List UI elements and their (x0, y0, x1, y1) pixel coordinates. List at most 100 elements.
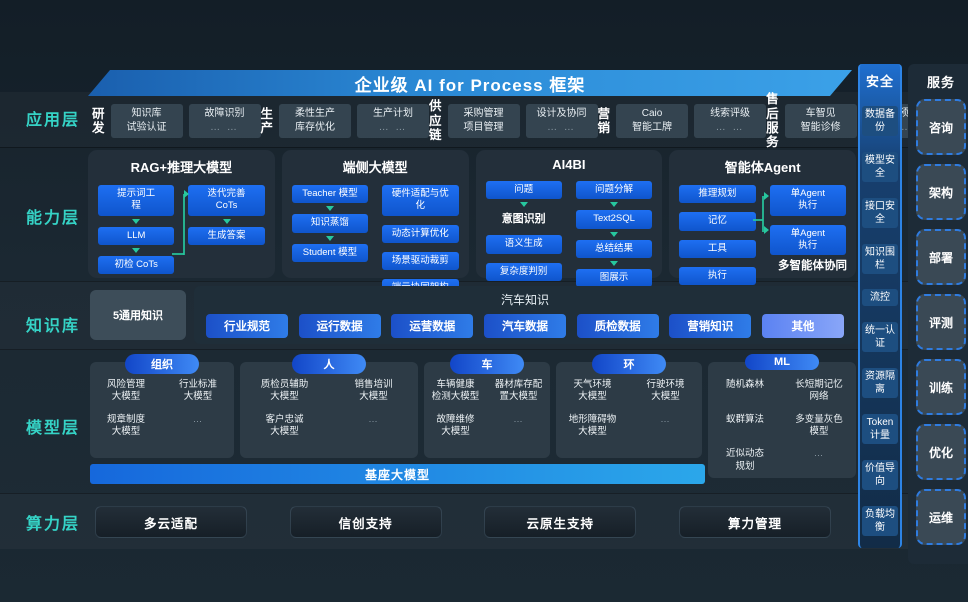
model-cells: 质检员辅助 大模型 销售培训 大模型 客户忠诚 大模型… (240, 374, 418, 443)
text-line: 行驶环境 (646, 379, 685, 390)
model-cell: 长短期记忆 网络 (782, 374, 856, 409)
security-item: 价值导向 (862, 460, 898, 491)
text-line: 服务 (766, 121, 779, 150)
flow-box: 提示词工程 (98, 185, 175, 216)
capability-panel-2: AI4BI 问题意图识别语义生成复杂度判别 问题分解 Text2SQL 总结结果 图展示 (475, 150, 663, 288)
flow-box: 记忆 (679, 212, 756, 231)
text-line: 随机森林 (725, 379, 764, 390)
text-line: 程 (131, 200, 141, 212)
model-cell: 蚁群算法 (708, 409, 782, 444)
text-line: 大模型 (441, 426, 470, 438)
app-feature-box: 采购管理 项目管理 (447, 104, 520, 138)
connector-line (762, 196, 765, 232)
flow-box: 复杂度判别 (485, 262, 562, 282)
text-line: 天气环境 (573, 379, 612, 390)
security-item: 知识围栏 (862, 243, 898, 274)
layer-label-knowledge: 知识库 (26, 318, 81, 335)
text-line: 智能诊修 (800, 122, 841, 133)
flow-box: 推理规划 (679, 185, 756, 204)
text-line: 化 (415, 200, 426, 212)
text-line: 硬件适配与优 (391, 188, 449, 199)
text-line: 执行 (707, 270, 727, 282)
down-arrow-icon (132, 218, 141, 224)
app-group-3: 营销 Caio 智能工牌 线索评级 … … (598, 104, 767, 138)
panel-column-right: 问题分解 Text2SQL 总结结果 图展示 (575, 179, 653, 289)
down-arrow-icon (325, 235, 334, 241)
capability-panel-title: AI4BI (552, 157, 586, 172)
text-line: Teacher 模型 (302, 188, 358, 199)
text-line: 长短期记忆 (795, 379, 843, 390)
knowledge-pill: 运营数据 (391, 314, 474, 338)
model-cells: 车辆健康 检测大模型 器材库存配 置大模型 故障维修 大模型… (424, 374, 550, 443)
model-cell: 随机森林 (708, 374, 782, 409)
flow-box: 语义生成 (485, 235, 562, 254)
model-layer-row: 组织 风险管理 大模型 行业标准 大模型 规章制度 大模型… 人质检员辅助 大模型 销售培训 大模型… (90, 354, 856, 478)
text-line: 置大模型 (499, 391, 538, 403)
model-cell: 规章制度 大模型 (90, 409, 162, 444)
model-cells: 随机森林 长短期记忆 网络 蚁群算法 多变量灰色 模型 近似动态 规划… (708, 374, 856, 478)
right-arrow-icon (184, 190, 189, 198)
flow-box: 问题分解 (575, 181, 653, 200)
text-line: … … (210, 122, 239, 133)
model-cells: 风险管理 大模型 行业标准 大模型 规章制度 大模型… (90, 374, 234, 443)
security-item: 模型安全 (862, 151, 898, 182)
compute-box: 信创支持 (289, 506, 442, 538)
text-line: 网络 (809, 391, 829, 403)
text-line: 研发 (92, 106, 105, 135)
compute-box: 多云适配 (95, 506, 247, 538)
service-item: 优化 (916, 424, 966, 480)
app-group-label: 生产 (261, 107, 274, 136)
text-line: 大模型 (651, 391, 680, 403)
panel-columns: 问题意图识别语义生成复杂度判别 问题分解 Text2SQL 总结结果 图展示 (476, 179, 663, 289)
layer-band-compute (0, 493, 968, 549)
right-arrow-icon (764, 192, 770, 200)
text-line: 场景驱动裁剪 (391, 255, 449, 267)
model-cell: … (329, 409, 418, 444)
text-line: 大模型 (111, 391, 141, 403)
text-line: 柔性生产 (295, 108, 336, 119)
service-item: 评测 (916, 294, 966, 350)
panel-column-left: 推理规划 记忆 工具 执行 (679, 183, 756, 287)
text-line: … (660, 413, 671, 425)
text-line: 车智见 (805, 108, 836, 119)
text-line: 知识蒸馏 (310, 217, 349, 229)
security-item: Token计量 (862, 414, 898, 445)
text-line: 车辆健康 (436, 379, 475, 390)
model-cell: 质检员辅助 大模型 (240, 374, 329, 409)
model-panel-4: ML 随机森林 长短期记忆 网络 蚁群算法 多变量灰色 模型 近似动态 规划… (708, 354, 856, 478)
knowledge-panel-title: 汽车知识 (500, 293, 549, 307)
flow-box: 问题 (485, 181, 562, 200)
model-cell: 行驶环境 大模型 (629, 374, 702, 409)
text-line: … … (547, 122, 576, 133)
app-feature-box: 生产计划 … … (357, 104, 430, 138)
text-line: 供应 (429, 99, 442, 128)
model-cell: … (629, 409, 702, 444)
capability-panel-title: 智能体Agent (724, 160, 801, 175)
text-line: 意图识别 (501, 213, 546, 226)
knowledge-pill: 汽车数据 (483, 314, 566, 338)
auto-knowledge-panel: 汽车知识 行业规范 运行数据 运营数据 汽车数据 质检数据 营销知识 其他 (194, 286, 856, 344)
service-column: 服务 咨询 架构 部署 评测 训练 优化 运维 (908, 64, 968, 564)
model-category-pill: 组织 (125, 354, 199, 374)
service-item: 咨询 (916, 99, 966, 155)
text-line: 初检 CoTs (114, 259, 158, 271)
knowledge-pill: 行业规范 (206, 314, 288, 338)
model-category-pill: 环 (592, 354, 666, 374)
flow-box: 单Agent 执行 (769, 185, 846, 216)
security-item: 接口安全 (862, 197, 898, 228)
panel-column-left: Teacher 模型 知识蒸馏 Student 模型 (291, 183, 369, 300)
model-category-pill: ML (745, 354, 819, 370)
panel-column-left: 问题意图识别语义生成复杂度判别 (485, 179, 562, 289)
base-model-label: 基座大模型 (364, 467, 430, 482)
model-cell: 地形障碍物 大模型 (556, 409, 629, 444)
model-cell: 多变量灰色 模型 (782, 409, 856, 444)
text-line: 推理规划 (698, 188, 737, 199)
text-line: 记忆 (707, 215, 727, 227)
flow-box: 初检 CoTs (98, 256, 175, 275)
text-line: 大模型 (270, 391, 299, 403)
app-group-0: 研发 知识库 试验认证 故障识别… … (92, 104, 261, 138)
model-panel-0: 组织 风险管理 大模型 行业标准 大模型 规章制度 大模型… (90, 354, 234, 458)
text-line: 行业标准 (178, 379, 217, 390)
text-line: 风险管理 (106, 379, 145, 390)
general-knowledge-box: 5通用知识 (90, 290, 186, 340)
